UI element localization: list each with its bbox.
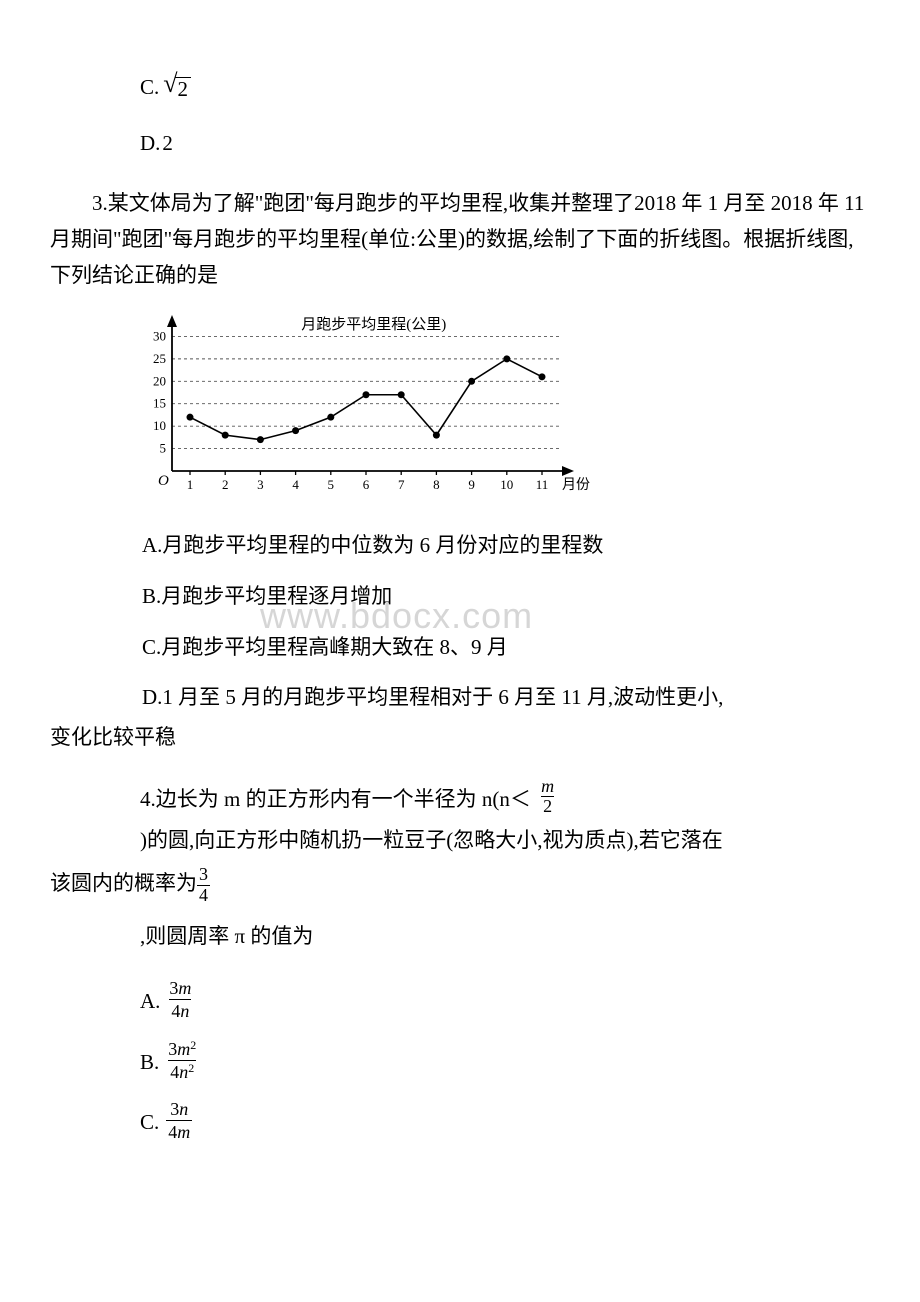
q4-stem-a-line: 4.边长为 m 的正方形内有一个半径为 n(n＜ m 2 [140,781,870,822]
svg-text:5: 5 [160,441,167,456]
q2-option-d: D. 2 [140,126,870,162]
svg-text:11: 11 [536,477,549,492]
q4-option-b: B. 3m2 4n2 [140,1036,870,1081]
svg-text:3: 3 [257,477,264,492]
q3-option-b: B.月跑步平均里程逐月增加 [100,579,870,615]
q3-option-d1: D.1 月至 5 月的月跑步平均里程相对于 6 月至 11 月,波动性更小, [100,680,870,716]
q2-optC-val: 2 [175,77,192,100]
sqrt-icon: √ 2 [163,76,191,99]
q3-stem: 3.某文体局为了解"跑团"每月跑步的平均里程,收集并整理了2018 年 1 月至… [50,186,870,293]
q3-chart: 5 10 15 20 25 30 O 1 2 3 4 5 6 7 8 9 10 11 月份 月跑步平均里程(公里) [130,311,870,513]
q4-optA-label: A. [140,984,160,1020]
q2-optC-label: C. [140,70,159,106]
q4-optC-label: C. [140,1105,159,1141]
q4-stem-b: )的圆,向正方形中随机扔一粒豆子(忽略大小,视为质点),若它落在 [140,828,723,852]
q2-optD-val: 2 [162,126,173,162]
q4-r-frac: m 2 [539,777,556,818]
q4-optB-frac: 3m2 4n2 [166,1038,198,1083]
svg-text:O: O [158,473,169,489]
svg-text:7: 7 [398,477,405,492]
svg-text:月跑步平均里程(公里): 月跑步平均里程(公里) [301,316,446,333]
svg-text:月份: 月份 [562,477,590,493]
svg-text:9: 9 [468,477,475,492]
svg-text:2: 2 [222,477,229,492]
q4-optB-label: B. [140,1045,159,1081]
svg-text:1: 1 [187,477,194,492]
svg-text:8: 8 [433,477,440,492]
q4-stem-c-line: 该圆内的概率为 3 4 [50,865,870,906]
svg-text:25: 25 [153,351,166,366]
q3-option-a: A.月跑步平均里程的中位数为 6 月份对应的里程数 [100,528,870,564]
q4-optC-frac: 3n 4m [166,1098,192,1143]
svg-text:5: 5 [328,477,335,492]
q4-option-a: A. 3m 4n [140,975,870,1020]
svg-text:10: 10 [500,477,513,492]
q4-stem-d: ,则圆周率 π 的值为 [140,919,870,955]
q4-optA-frac: 3m 4n [167,977,193,1022]
q4-stem-a: 4.边长为 m 的正方形内有一个半径为 n(n＜ [140,787,531,811]
svg-text:6: 6 [363,477,370,492]
svg-text:15: 15 [153,396,166,411]
svg-text:20: 20 [153,374,166,389]
q4-stem-c: 该圆内的概率为 [50,871,197,895]
svg-text:4: 4 [292,477,299,492]
svg-text:30: 30 [153,329,166,344]
q3-option-c: C.月跑步平均里程高峰期大致在 8、9 月 [100,630,870,666]
svg-text:10: 10 [153,419,166,434]
q4-option-c: C. 3n 4m [140,1096,870,1141]
line-chart-svg: 5 10 15 20 25 30 O 1 2 3 4 5 6 7 8 9 10 11 月份 月跑步平均里程(公里) [130,311,590,501]
q2-optD-label: D. [140,126,160,162]
q2-option-c: C. √ 2 [140,70,870,106]
q4-p-frac: 3 4 [197,865,210,906]
q4-stem-b-line: )的圆,向正方形中随机扔一粒豆子(忽略大小,视为质点),若它落在 [140,823,870,859]
q3-option-d2: 变化比较平稳 [50,720,870,756]
